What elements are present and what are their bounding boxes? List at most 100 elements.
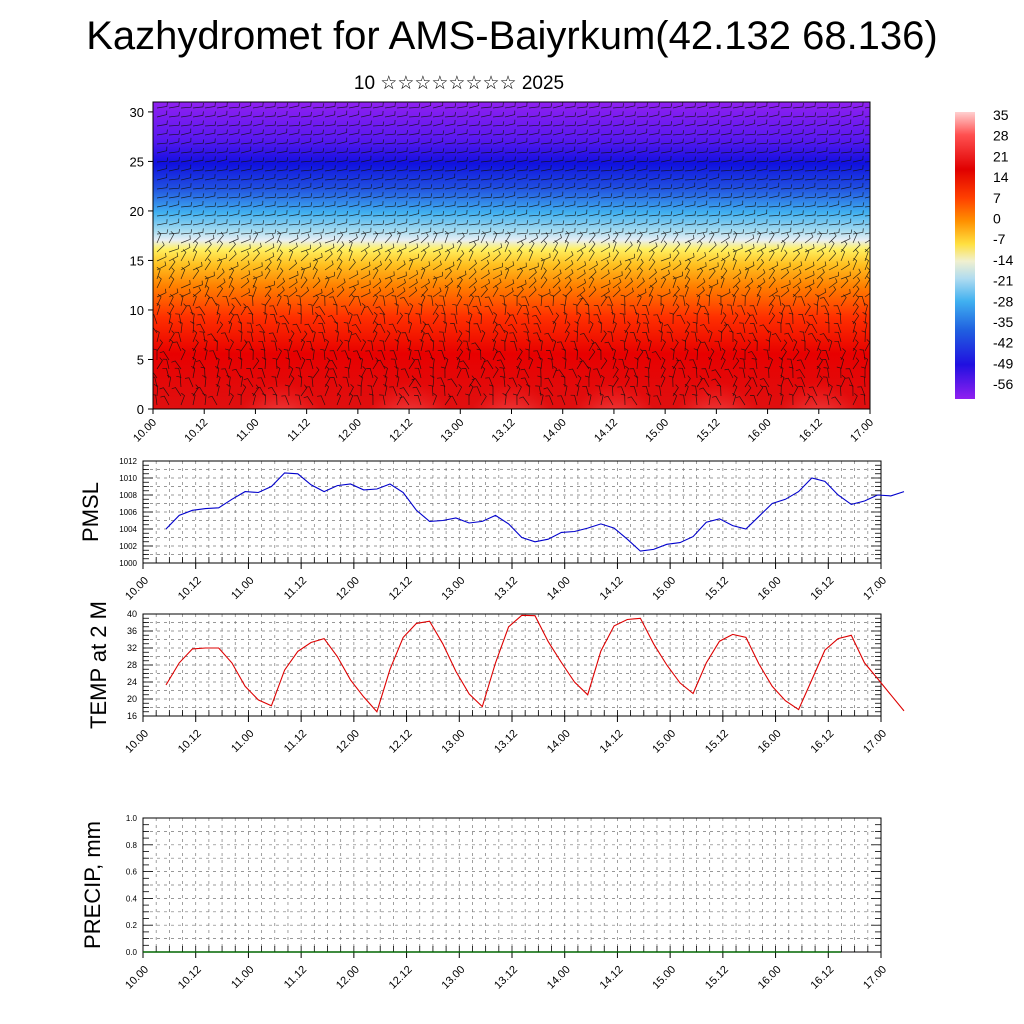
wind-barb xyxy=(252,227,264,235)
colorbar-label: -28 xyxy=(993,293,1013,309)
wind-barb xyxy=(660,103,673,109)
wind-barb xyxy=(312,210,324,217)
wind-barb xyxy=(432,312,439,325)
wind-barb xyxy=(336,183,348,190)
wind-barb xyxy=(167,312,172,325)
wind-barb xyxy=(636,102,648,109)
wind-barb xyxy=(792,120,804,127)
wind-barb xyxy=(407,339,412,352)
wind-barb xyxy=(507,324,518,334)
wind-barb xyxy=(612,260,622,271)
wind-barb xyxy=(425,350,434,361)
x-tick-label: 16.00 xyxy=(746,417,774,445)
wind-barb xyxy=(263,312,268,325)
wind-barb xyxy=(748,332,758,343)
wind-barb xyxy=(828,192,840,199)
wind-barb xyxy=(276,193,288,199)
wind-barb xyxy=(657,294,662,307)
wind-barb xyxy=(840,357,845,370)
wind-barb xyxy=(749,323,758,334)
wind-barb xyxy=(360,280,371,289)
wind-barb xyxy=(547,358,554,370)
wind-barb xyxy=(528,192,540,199)
wind-barb xyxy=(368,393,374,406)
wind-barb xyxy=(504,240,510,253)
wind-barb xyxy=(816,243,827,253)
wind-barb xyxy=(238,330,243,343)
wind-barb xyxy=(708,227,720,235)
wind-barb xyxy=(180,164,192,172)
wind-barb xyxy=(708,357,713,370)
wind-barb xyxy=(199,331,206,343)
wind-barb xyxy=(300,111,312,118)
wind-barb xyxy=(492,182,504,190)
wind-barb xyxy=(365,350,374,361)
wind-barb xyxy=(172,341,182,352)
wind-barb xyxy=(696,200,708,208)
wind-barb xyxy=(414,349,422,361)
wind-barb xyxy=(436,377,446,388)
wind-barb xyxy=(228,228,240,235)
wind-barb xyxy=(612,357,617,370)
wind-barb xyxy=(852,241,861,253)
wind-barb xyxy=(264,193,277,199)
wind-barb xyxy=(840,375,846,388)
wind-barb xyxy=(780,120,792,127)
wind-barb xyxy=(744,192,756,199)
wind-barb xyxy=(228,220,241,226)
wind-barb xyxy=(540,147,552,154)
wind-barb xyxy=(720,357,726,370)
wind-barb xyxy=(324,183,336,190)
wind-barb xyxy=(620,339,626,352)
wind-barb xyxy=(744,209,756,217)
wind-barb xyxy=(348,156,360,163)
wind-barb xyxy=(804,182,816,190)
heat-maximum xyxy=(674,339,759,409)
wind-barb xyxy=(504,110,516,118)
wind-barb xyxy=(153,384,159,397)
wind-barb xyxy=(367,340,374,352)
wind-barb xyxy=(778,357,783,370)
wind-barb xyxy=(792,103,804,109)
wind-barb xyxy=(324,384,330,397)
wind-barb xyxy=(684,330,690,343)
wind-barb xyxy=(264,157,277,163)
wind-barb xyxy=(671,365,676,379)
wind-barb xyxy=(676,314,686,325)
wind-barb xyxy=(816,219,828,226)
wind-barb xyxy=(612,219,624,226)
wind-barb xyxy=(552,286,561,298)
wind-barb xyxy=(396,192,408,199)
wind-barb xyxy=(247,331,254,343)
wind-barb xyxy=(780,174,792,181)
wind-barb xyxy=(711,378,722,388)
wind-barb xyxy=(708,330,713,343)
wind-barb xyxy=(552,320,557,334)
wind-barb xyxy=(741,294,746,307)
wind-barb xyxy=(684,240,692,253)
wind-barb xyxy=(540,257,545,271)
wind-barb xyxy=(420,129,432,136)
wind-barb xyxy=(684,303,690,316)
wind-barb xyxy=(564,146,576,154)
wind-barb xyxy=(852,249,859,262)
wind-barb xyxy=(768,146,780,154)
wind-barb xyxy=(660,155,672,163)
wind-barb xyxy=(600,259,610,271)
wind-barb xyxy=(612,286,621,298)
wind-barb xyxy=(672,303,680,316)
series-line xyxy=(165,472,905,552)
wind-barb xyxy=(408,320,413,334)
wind-barb xyxy=(492,173,504,181)
wind-barb xyxy=(444,138,456,145)
wind-barb xyxy=(264,210,276,217)
wind-barb xyxy=(600,120,612,127)
wind-barb xyxy=(828,210,840,217)
wind-barb xyxy=(624,258,632,271)
wind-barb xyxy=(216,285,224,298)
wind-barb xyxy=(420,120,432,127)
wind-barb xyxy=(468,249,474,262)
wind-barb xyxy=(684,165,696,172)
wind-barb xyxy=(708,183,720,190)
wind-barb xyxy=(684,192,696,199)
